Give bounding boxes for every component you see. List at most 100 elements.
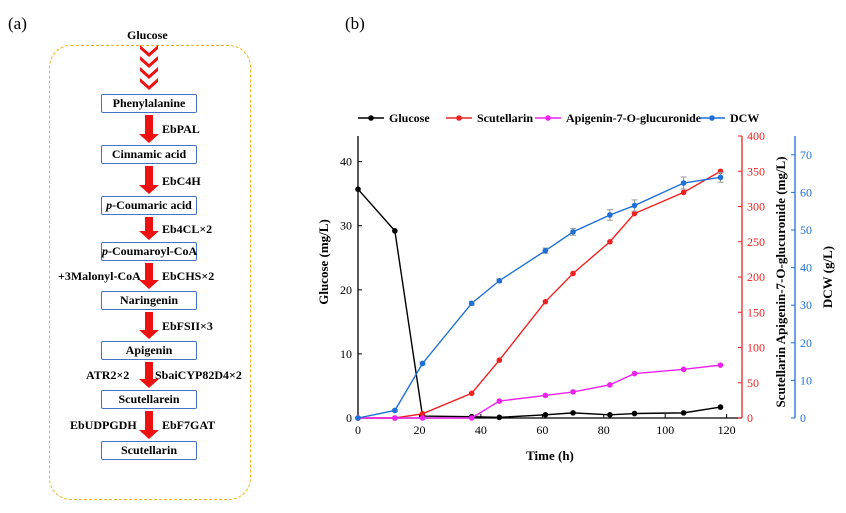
legend-label: Apigenin-7-O-glucuronide — [566, 111, 702, 125]
data-point — [631, 202, 638, 209]
x-tick-label: 80 — [598, 423, 610, 437]
pathway-step-arrow — [139, 217, 159, 240]
data-point — [570, 229, 576, 235]
cofactor-atr2: ATR2×2 — [86, 368, 130, 382]
legend-marker — [545, 115, 551, 121]
right-red-tick-label: 300 — [747, 200, 765, 214]
series-line-2 — [358, 364, 721, 419]
node-apigenin: Apigenin — [101, 341, 197, 360]
x-tick-label: 60 — [536, 423, 548, 437]
right-red-tick-label: 0 — [747, 411, 753, 425]
left-tick-label: 20 — [340, 283, 352, 297]
data-point — [570, 270, 576, 277]
legend-label: DCW — [730, 111, 759, 125]
right-blue-tick-label: 30 — [800, 298, 812, 312]
data-point — [570, 389, 576, 395]
node-p-coumaric-acid: p-Coumaric acid — [101, 196, 197, 215]
left-tick-label: 40 — [340, 155, 352, 169]
right-red-tick-label: 400 — [747, 129, 765, 143]
data-point — [607, 238, 613, 245]
glucose-chevron-arrow — [140, 67, 158, 79]
panel-a-label: (a) — [8, 14, 27, 33]
right-blue-tick-label: 20 — [800, 336, 812, 350]
enzyme-ebfsii: EbFSII×3 — [162, 319, 213, 333]
data-point — [496, 277, 503, 284]
right-blue-tick-label: 40 — [800, 261, 812, 275]
series-line-0 — [357, 188, 721, 419]
data-point — [496, 414, 503, 421]
right-blue-tick-label: 10 — [800, 373, 812, 387]
data-point — [496, 398, 503, 404]
pathway-step-arrow — [139, 115, 159, 143]
data-point — [631, 410, 638, 417]
right-axis-blue-title: DCW (g/L) — [820, 246, 835, 308]
data-point — [419, 360, 426, 367]
pathway-panel: (a) Glucose Phenylalanine Cinnamic acid … — [0, 0, 300, 513]
data-point — [542, 247, 549, 254]
italic-p: p — [106, 198, 113, 212]
node-cinnamic-acid: Cinnamic acid — [101, 145, 197, 164]
legend-marker — [456, 115, 462, 121]
x-axis-title: Time (h) — [526, 448, 574, 463]
right-red-tick-label: 250 — [747, 235, 765, 249]
enzyme-sbaicyp82d4: SbaiCYP82D4×2 — [155, 368, 242, 382]
pathway-dashed-border — [49, 45, 251, 500]
data-point — [392, 407, 398, 414]
data-point — [680, 366, 687, 373]
data-point — [680, 180, 687, 186]
right-red-tick-label: 150 — [747, 305, 765, 319]
data-point — [717, 174, 724, 181]
data-point — [680, 410, 687, 416]
data-point — [468, 415, 475, 421]
data-point — [570, 410, 576, 416]
right-red-tick-label: 200 — [747, 270, 765, 284]
enzyme-ebpal: EbPAL — [162, 122, 200, 136]
right-axis-red-title: Scutellarin Apigenin-7-O-glucuronide (mg… — [773, 156, 788, 407]
left-tick-label: 10 — [340, 347, 352, 361]
node-naringenin: Naringenin — [101, 291, 197, 310]
left-tick-label: 30 — [340, 219, 352, 233]
pathway-arrows — [139, 45, 159, 439]
enzyme-ebc4h: EbC4H — [162, 174, 201, 188]
left-axis-title: Glucose (mg/L) — [316, 219, 331, 305]
legend-label: Glucose — [389, 111, 430, 125]
node-scutellarin: Scutellarin — [101, 441, 197, 460]
data-point — [631, 210, 638, 217]
enzyme-ebf7gat: EbF7GAT — [162, 418, 216, 432]
data-point — [607, 382, 613, 388]
data-point — [680, 189, 687, 196]
right-blue-tick-label: 60 — [800, 185, 812, 199]
x-tick-label: 0 — [355, 423, 361, 437]
pathway-step-arrow — [139, 362, 159, 388]
panel-b-label: (b) — [345, 14, 365, 33]
data-point — [496, 357, 503, 363]
data-point — [419, 410, 426, 417]
pathway-start-glucose: Glucose — [127, 28, 168, 42]
data-point — [717, 362, 724, 368]
node-p-coumaroyl-coa-rest: -Coumaroyl-CoA — [108, 244, 198, 258]
data-point — [542, 411, 549, 418]
data-point — [468, 390, 475, 397]
data-point — [355, 186, 361, 192]
x-tick-label: 40 — [475, 423, 487, 437]
data-point — [607, 212, 613, 218]
data-point — [631, 370, 638, 377]
right-blue-tick-label: 70 — [800, 148, 812, 162]
series-line-3 — [357, 176, 721, 419]
data-point — [392, 415, 398, 421]
right-red-tick-label: 350 — [747, 164, 765, 178]
right-blue-tick-label: 0 — [800, 411, 806, 425]
right-red-tick-label: 50 — [747, 376, 759, 390]
node-scutellarein: Scutellarein — [101, 390, 197, 409]
x-tick-label: 120 — [718, 423, 736, 437]
pathway-step-arrow — [139, 312, 159, 339]
cofactor-malonyl-coa: +3Malonyl-CoA — [58, 269, 141, 283]
data-point — [419, 415, 426, 421]
x-tick-label: 20 — [413, 423, 425, 437]
italic-p: p — [102, 244, 108, 258]
legend-marker — [368, 115, 374, 121]
x-tick-label: 100 — [656, 423, 674, 437]
enzyme-eb4cl: Eb4CL×2 — [162, 222, 213, 236]
pathway-step-arrow — [139, 166, 159, 194]
